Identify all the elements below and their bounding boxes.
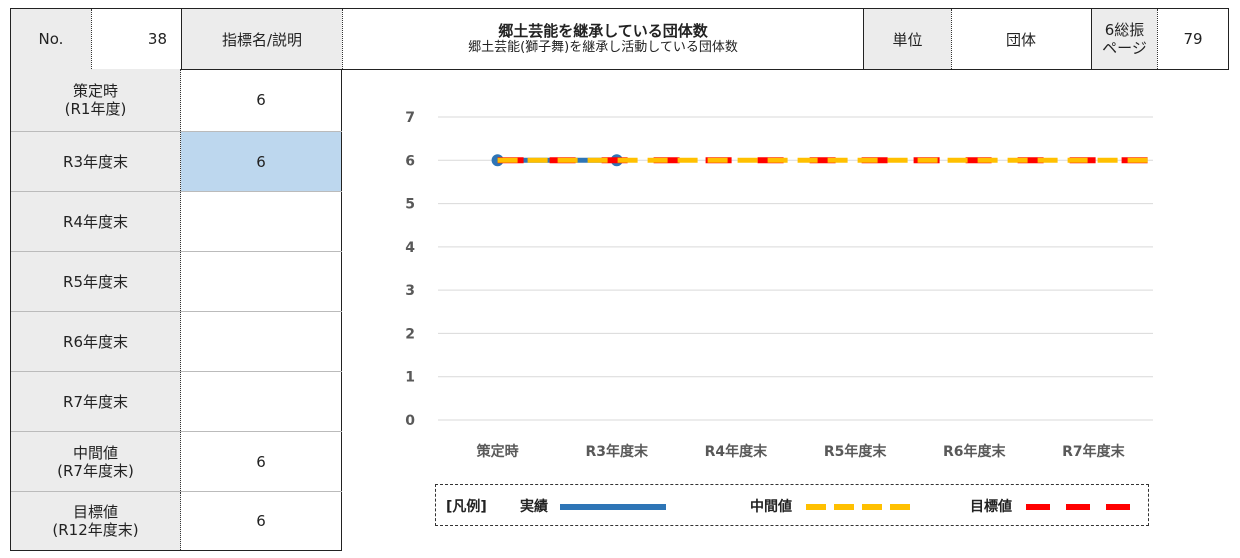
row-label: R4年度末	[11, 192, 181, 251]
table-row: 中間値 (R7年度末) 6	[11, 431, 342, 491]
no-label: No.	[11, 9, 91, 69]
page-value: 79	[1183, 30, 1203, 48]
row-label: R7年度末	[11, 372, 181, 431]
y-tick-label: 4	[405, 240, 415, 256]
x-tick-label: R5年度末	[824, 443, 888, 460]
table-row: R5年度末	[11, 251, 342, 311]
y-tick-label: 6	[405, 153, 415, 169]
row-value[interactable]	[181, 372, 342, 431]
legend-label-target: 目標値	[970, 499, 1012, 515]
row-value[interactable]	[181, 312, 342, 371]
row-label: R6年度末	[11, 312, 181, 371]
x-tick-label: R6年度末	[943, 443, 1007, 460]
x-tick-label: R4年度末	[705, 443, 769, 460]
row-value: 6	[181, 432, 342, 491]
row-value: 6	[181, 492, 342, 550]
table-row: 目標値 (R12年度末) 6	[11, 491, 342, 550]
legend-swatch-target	[1026, 504, 1144, 510]
table-row: R3年度末 6	[11, 131, 342, 191]
indicator-description: 郷土芸能(獅子舞)を継承し活動している団体数	[468, 40, 738, 55]
indicator-title: 郷土芸能を継承している団体数	[498, 22, 708, 40]
legend-swatch-actual	[560, 504, 666, 510]
y-tick-label: 3	[405, 283, 415, 299]
row-value-highlighted[interactable]: 6	[181, 132, 342, 191]
chart-plot: 0 1 2 3 4 5 6 7 策定時 R3年度末 R4年度末 R5年度末 R6年度末 R7年度末	[405, 110, 1153, 460]
page-label-line2: ページ	[1102, 39, 1147, 57]
indicator-label: 指標名/説明	[181, 9, 342, 69]
x-tick-label: R7年度末	[1062, 443, 1126, 460]
trend-chart: 0 1 2 3 4 5 6 7 策定時 R3年度末 R4年度末 R5年度末 R6年度末 R7年度末 [凡例…	[343, 69, 1229, 551]
indicator-title-cell: 郷土芸能を継承している団体数 郷土芸能(獅子舞)を継承し活動している団体数	[343, 9, 863, 69]
y-tick-label: 0	[405, 413, 415, 429]
row-label: R5年度末	[11, 252, 181, 311]
table-row: R4年度末	[11, 191, 342, 251]
table-row: R7年度末	[11, 371, 342, 431]
values-table: 策定時 (R1年度) 6 R3年度末 6 R4年度末 R5年度末 R6年度末 R7…	[10, 69, 342, 551]
row-label: R3年度末	[11, 132, 181, 191]
legend-label-actual: 実績	[520, 499, 548, 515]
legend-label-midterm: 中間値	[750, 499, 792, 515]
unit-label: 単位	[863, 9, 951, 69]
row-label: 策定時 (R1年度)	[11, 69, 181, 131]
y-tick-label: 7	[405, 110, 415, 126]
table-row: R6年度末	[11, 311, 342, 371]
y-tick-label: 1	[405, 370, 415, 386]
legend-swatch-midterm	[806, 504, 912, 510]
row-value[interactable]	[181, 192, 342, 251]
indicator-sheet: No. 38 指標名/説明 郷土芸能を継承している団体数 郷土芸能(獅子舞)を継…	[10, 8, 1229, 551]
y-tick-label: 5	[405, 197, 415, 213]
unit-value: 団体	[1005, 30, 1036, 49]
row-label: 目標値 (R12年度末)	[11, 492, 181, 550]
row-value[interactable]	[181, 252, 342, 311]
legend-prefix: [凡例]	[446, 499, 487, 515]
row-value: 6	[181, 69, 342, 131]
page-label-line1: 6総振	[1104, 21, 1145, 39]
x-tick-label: 策定時	[476, 443, 519, 460]
no-value: 38	[147, 30, 167, 48]
table-row: 策定時 (R1年度) 6	[11, 69, 342, 131]
page-label: 6総振 ページ	[1091, 9, 1157, 69]
chart-legend: [凡例] 実績 中間値 目標値	[435, 484, 1149, 526]
y-tick-label: 2	[405, 326, 415, 342]
x-tick-label: R3年度末	[585, 443, 649, 460]
header-row: No. 38 指標名/説明 郷土芸能を継承している団体数 郷土芸能(獅子舞)を継…	[10, 8, 1229, 70]
row-label: 中間値 (R7年度末)	[11, 432, 181, 491]
